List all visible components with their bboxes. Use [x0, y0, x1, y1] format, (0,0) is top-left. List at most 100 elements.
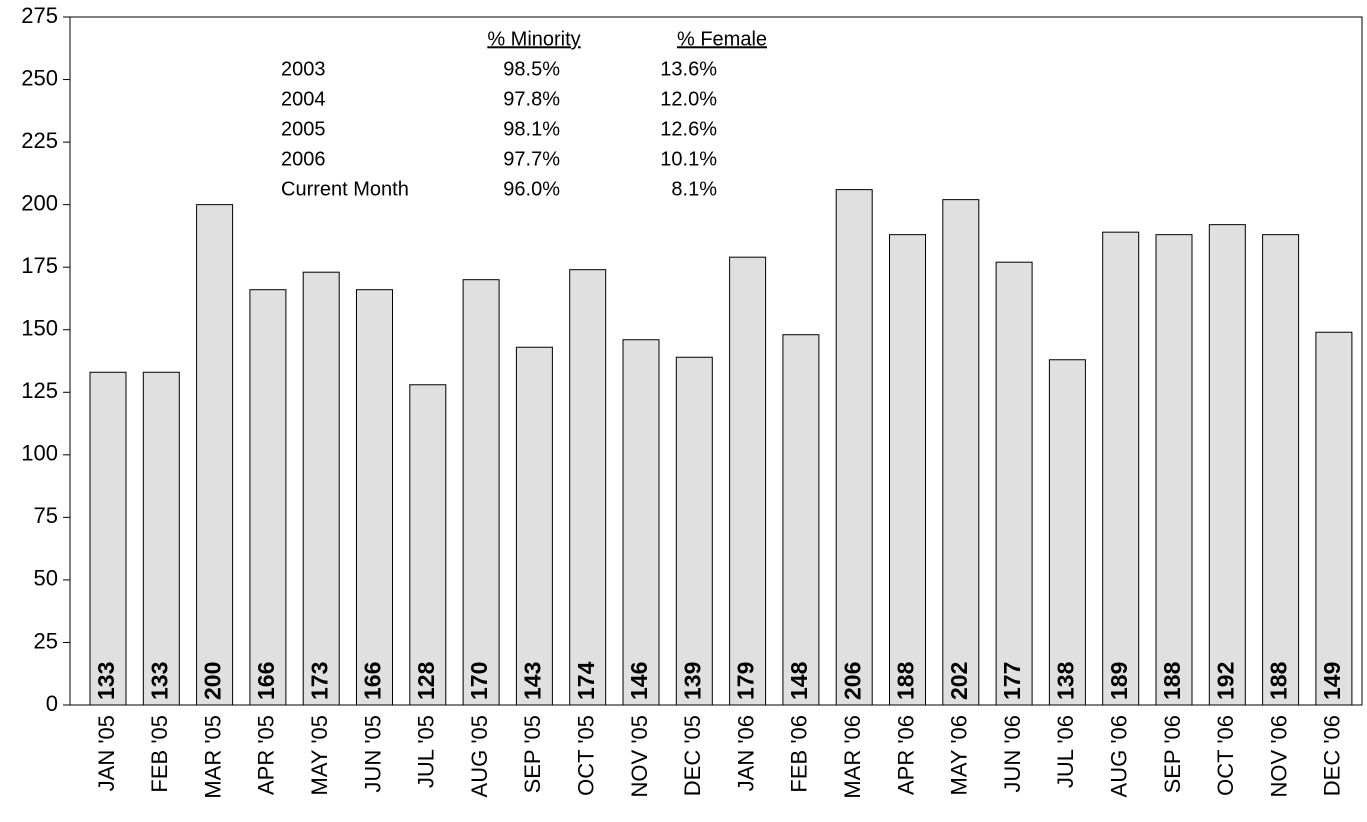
x-tick-label: JUN '05	[360, 715, 385, 793]
table-header: % Minority	[487, 28, 580, 50]
x-tick-label: NOV '05	[627, 715, 652, 797]
value-label: 166	[253, 662, 279, 700]
y-tick-label: 100	[21, 441, 58, 466]
table-row-label: Current Month	[281, 178, 409, 200]
value-label: 149	[1319, 662, 1345, 700]
value-label: 146	[626, 662, 652, 700]
bar	[1048, 359, 1086, 706]
bar	[1262, 234, 1300, 706]
value-label: 206	[839, 662, 865, 700]
bar	[835, 189, 873, 706]
y-tick-label: 25	[34, 628, 58, 653]
y-tick-label: 200	[21, 190, 58, 215]
x-tick-label: JUN '06	[1000, 715, 1025, 793]
table-cell: 8.1%	[671, 178, 717, 200]
bar	[249, 289, 287, 706]
bar	[675, 356, 713, 706]
table-cell: 12.0%	[660, 88, 717, 110]
bar	[356, 289, 393, 706]
bar	[942, 199, 980, 706]
y-tick-label: 250	[21, 65, 58, 90]
y-tick-label: 75	[34, 503, 58, 528]
y-tick-label: 150	[21, 316, 58, 341]
table-row-label: 2004	[281, 88, 326, 110]
x-tick-label: FEB '06	[787, 715, 812, 793]
value-label: 173	[306, 662, 332, 700]
value-label: 177	[999, 662, 1025, 700]
x-tick-label: JUL '05	[414, 715, 439, 788]
x-tick-label: OCT '05	[574, 715, 599, 796]
bar	[89, 371, 127, 706]
table-cell: 10.1%	[660, 148, 717, 170]
x-tick-label: NOV '06	[1266, 715, 1291, 797]
value-label: 179	[733, 662, 759, 700]
value-label: 138	[1052, 661, 1078, 700]
y-tick-label: 275	[21, 3, 58, 28]
table-cell: 12.6%	[660, 118, 717, 140]
value-label: 166	[360, 662, 386, 700]
table-cell: 97.7%	[503, 148, 560, 170]
x-tick-label: MAR '06	[840, 715, 865, 799]
value-label: 200	[200, 662, 226, 700]
bar	[1102, 231, 1140, 706]
value-label: 170	[466, 662, 492, 700]
table-row-label: 2006	[281, 148, 326, 170]
x-tick-label: FEB '05	[147, 715, 172, 793]
table-cell: 98.1%	[503, 118, 560, 140]
value-label: 143	[519, 662, 545, 700]
value-label: 192	[1212, 662, 1238, 700]
table-header: % Female	[677, 28, 767, 50]
y-tick-label: 125	[21, 378, 58, 403]
x-tick-label: APR '05	[254, 715, 279, 795]
table-cell: 98.5%	[503, 58, 560, 80]
bar	[995, 261, 1033, 706]
value-label: 174	[573, 661, 599, 700]
x-tick-label: DEC '05	[680, 715, 705, 796]
value-label: 133	[93, 662, 119, 700]
x-tick-label: AUG '06	[1107, 715, 1132, 797]
table-cell: 97.8%	[503, 88, 560, 110]
bar	[1208, 224, 1246, 706]
value-label: 128	[413, 661, 439, 700]
x-tick-label: MAY '06	[947, 715, 972, 795]
value-label: 188	[893, 661, 919, 700]
bar	[569, 269, 607, 706]
bar	[142, 371, 180, 706]
x-tick-label: MAR '05	[200, 715, 225, 799]
x-tick-label: APR '06	[893, 715, 918, 795]
y-tick-label: 175	[21, 253, 58, 278]
bar	[889, 234, 926, 706]
value-label: 188	[1159, 661, 1185, 700]
table-row-label: 2005	[281, 118, 326, 140]
bar	[782, 334, 820, 706]
y-tick-label: 0	[46, 691, 58, 716]
table-cell: 96.0%	[503, 178, 560, 200]
plot-frame	[69, 16, 1363, 706]
bar	[622, 339, 660, 706]
x-tick-label: AUG '05	[467, 715, 492, 797]
x-tick-label: MAY '05	[307, 715, 332, 795]
value-label: 189	[1106, 662, 1132, 700]
y-tick-label: 50	[34, 566, 58, 591]
x-tick-label: SEP '06	[1160, 715, 1185, 793]
value-label: 139	[679, 662, 705, 700]
table-cell: 13.6%	[660, 58, 717, 80]
value-label: 202	[946, 662, 972, 700]
bar	[409, 384, 447, 706]
value-label: 133	[146, 662, 172, 700]
x-tick-label: JAN '05	[94, 715, 119, 791]
x-tick-label: DEC '06	[1320, 715, 1345, 796]
value-label: 188	[1266, 661, 1292, 700]
value-label: 148	[786, 661, 812, 700]
bar	[196, 204, 234, 706]
x-tick-label: JAN '06	[733, 715, 758, 791]
bar	[1155, 234, 1193, 706]
bar	[729, 256, 767, 706]
x-tick-label: JUL '06	[1053, 715, 1078, 788]
y-tick-label: 225	[21, 128, 58, 153]
table-row-label: 2003	[281, 58, 326, 80]
bar	[462, 279, 500, 706]
bar	[302, 271, 340, 706]
